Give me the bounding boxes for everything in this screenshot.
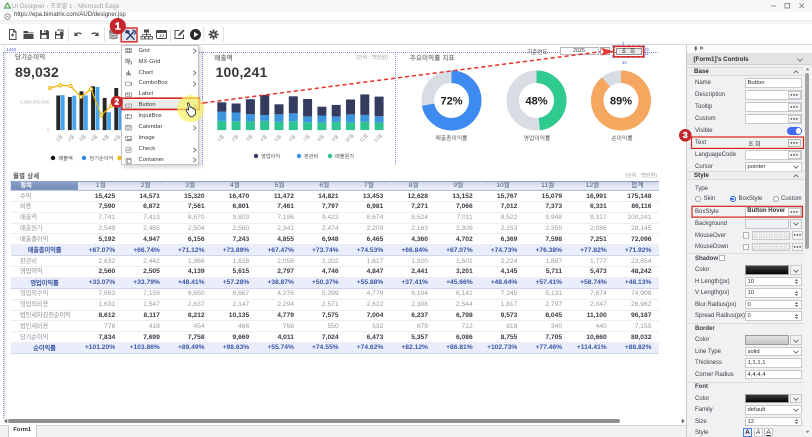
svg-text:6월: 6월 [287, 133, 297, 143]
svg-text:4월: 4월 [259, 133, 269, 143]
svg-text:11월: 11월 [358, 132, 370, 144]
svg-text:5월: 5월 [273, 133, 283, 143]
svg-text:9월: 9월 [330, 133, 340, 143]
svg-text:영업이익률: 영업이익률 [524, 134, 551, 142]
svg-text:당기순이익: 당기순이익 [90, 154, 114, 162]
svg-text:2월: 2월 [230, 133, 240, 143]
svg-text:48%: 48% [525, 95, 547, 107]
svg-text:7월: 7월 [302, 133, 312, 143]
svg-text:판관비: 판관비 [304, 152, 319, 160]
svg-text:영업이익: 영업이익 [261, 152, 280, 160]
svg-text:0: 0 [47, 127, 50, 132]
svg-text:매출총이익률: 매출총이익률 [436, 134, 469, 142]
svg-text:12월: 12월 [372, 132, 384, 144]
svg-text:6,000,000,000: 6,000,000,000 [20, 99, 50, 104]
svg-text:매출액: 매출액 [59, 154, 74, 162]
svg-text:3월: 3월 [77, 133, 87, 143]
svg-text:매출원가: 매출원가 [335, 152, 354, 160]
svg-text:순이익률: 순이익률 [611, 134, 633, 142]
svg-text:72%: 72% [440, 95, 462, 107]
svg-text:3월: 3월 [244, 133, 254, 143]
svg-text:89%: 89% [610, 95, 632, 107]
svg-text:1월: 1월 [54, 133, 64, 143]
svg-text:1월: 1월 [216, 133, 226, 143]
svg-text:6월: 6월 [112, 133, 122, 143]
svg-text:8월: 8월 [316, 133, 326, 143]
svg-text:4월: 4월 [89, 133, 99, 143]
svg-text:2월: 2월 [66, 133, 76, 143]
svg-text:5월: 5월 [101, 133, 111, 143]
svg-text:10월: 10월 [344, 132, 356, 144]
